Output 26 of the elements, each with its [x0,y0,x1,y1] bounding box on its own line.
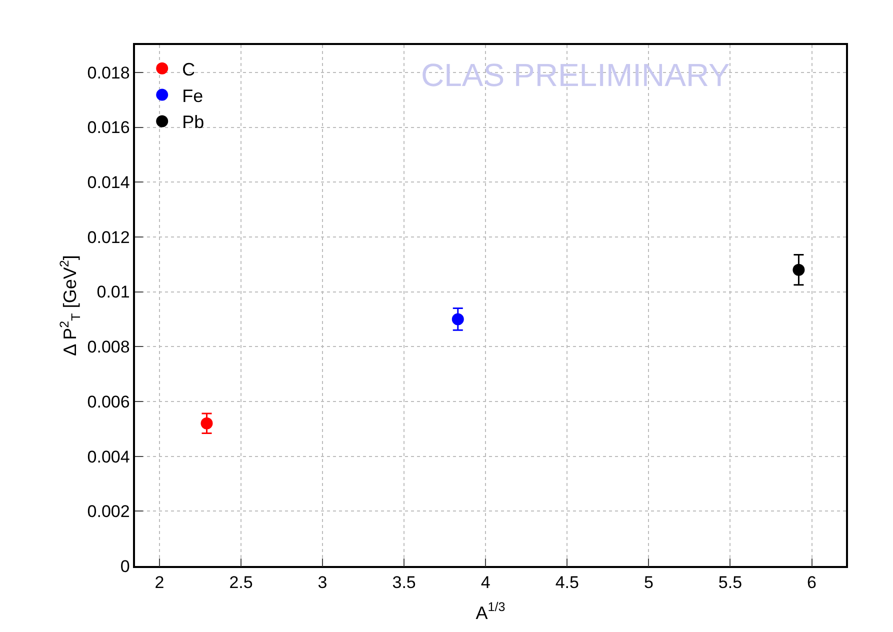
y-tick-label: 0 [120,556,130,576]
y-tick-label: 0.002 [87,502,130,522]
x-tick-label: 6 [807,573,816,592]
x-tick-label: 5.5 [718,573,742,592]
x-tick-label: 4 [480,573,490,592]
y-tick-label: 0.006 [87,392,130,412]
y-tick-label: 0.018 [87,63,130,82]
legend-label: Fe [182,86,204,106]
legend-label: Pb [182,112,204,132]
x-tick-label: 2 [154,573,164,592]
point [792,264,805,276]
x-tick-label: 2.5 [229,573,253,592]
x-tick-label: 4.5 [555,573,579,592]
point [452,313,464,326]
x-tick-label: 3 [318,573,328,592]
x-tick-label: 5 [644,573,654,592]
y-tick-label: 0.008 [87,338,130,357]
y-tick-label: 0.004 [87,447,130,466]
y-tick-label: 0.01 [96,282,130,302]
y-tick-label: 0.016 [87,118,130,138]
point [200,417,213,430]
y-tick-label: 0.012 [87,228,130,247]
x-tick-label: 3.5 [392,573,416,592]
x-axis-title: A$^{1/3}$ [476,600,506,623]
y-tick-label: 0.014 [87,173,130,192]
legend-label: C [182,59,196,80]
